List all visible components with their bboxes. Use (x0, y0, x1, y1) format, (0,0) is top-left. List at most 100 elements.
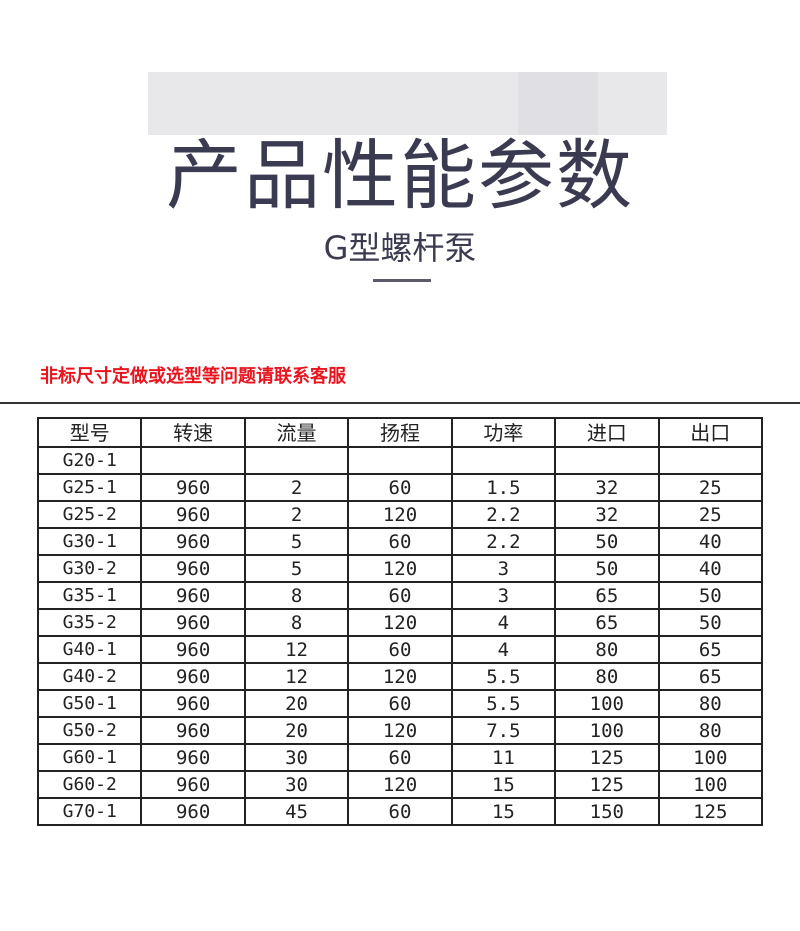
table-cell: 960 (140, 797, 246, 826)
model-cell: G35-2 (36, 608, 143, 637)
table-cell: 120 (347, 554, 453, 583)
table-cell: 20 (243, 689, 350, 718)
table-cell: 40 (657, 527, 764, 556)
table-cell: 120 (347, 716, 453, 745)
table-cell (243, 446, 350, 475)
model-cell: G40-1 (36, 635, 143, 664)
table-cell: 4 (450, 635, 557, 664)
spec-table: 型号 转速 流量 扬程 功率 进口 出口 G20-1 G25-1 960 2 60 1.5 32 25 G2… (36, 417, 764, 826)
table-cell: 960 (140, 608, 246, 637)
table-cell: 25 (657, 500, 764, 529)
table-cell: 32 (554, 500, 660, 529)
table-cell: 80 (554, 635, 660, 664)
table-cell: 125 (554, 770, 660, 799)
table-cell: 30 (243, 743, 350, 772)
model-cell: G35-1 (36, 581, 143, 610)
table-cell: 50 (554, 527, 660, 556)
table-row: G40-1 960 12 60 4 80 65 (36, 635, 764, 664)
table-cell: 120 (347, 770, 453, 799)
table-cell: 65 (657, 635, 764, 664)
table-row: G50-2 960 20 120 7.5 100 80 (36, 716, 764, 745)
table-cell: 960 (140, 581, 246, 610)
column-header: 流量 (243, 417, 350, 448)
page-title: 产品性能参数 (166, 131, 634, 220)
table-row: G35-2 960 8 120 4 65 50 (36, 608, 764, 637)
table-cell: 11 (450, 743, 557, 772)
table-cell: 15 (450, 770, 557, 799)
model-cell: G25-1 (36, 473, 143, 502)
table-row: G30-2 960 5 120 3 50 40 (36, 554, 764, 583)
table-cell: 960 (140, 689, 246, 718)
table-cell: 80 (554, 662, 660, 691)
table-cell: 120 (347, 500, 453, 529)
table-cell: 45 (243, 797, 350, 826)
table-cell: 2 (243, 473, 350, 502)
table-cell: 960 (140, 635, 246, 664)
table-cell: 60 (347, 581, 453, 610)
table-cell: 960 (140, 770, 246, 799)
model-cell: G40-2 (36, 662, 143, 691)
table-cell: 25 (657, 473, 764, 502)
table-cell: 125 (657, 797, 764, 826)
model-cell: G50-1 (36, 689, 143, 718)
column-header: 型号 (36, 417, 143, 448)
table-row: G40-2 960 12 120 5.5 80 65 (36, 662, 764, 691)
table-cell: 12 (243, 635, 350, 664)
table-cell: 4 (450, 608, 557, 637)
table-cell: 5.5 (450, 662, 557, 691)
table-cell: 50 (554, 554, 660, 583)
table-cell: 12 (243, 662, 350, 691)
table-cell: 960 (140, 554, 246, 583)
table-cell (347, 446, 453, 475)
table-cell: 20 (243, 716, 350, 745)
page-subtitle: G型螺杆泵 (323, 229, 477, 267)
column-header: 转速 (140, 417, 246, 448)
table-cell: 960 (140, 473, 246, 502)
table-cell: 3 (450, 581, 557, 610)
table-cell: 60 (347, 689, 453, 718)
table-cell: 120 (347, 608, 453, 637)
table-row: G30-1 960 5 60 2.2 50 40 (36, 527, 764, 556)
model-cell: G50-2 (36, 716, 143, 745)
table-cell: 80 (657, 689, 764, 718)
table-cell (140, 446, 246, 475)
table-cell: 150 (554, 797, 660, 826)
table-cell: 60 (347, 635, 453, 664)
table-cell: 960 (140, 743, 246, 772)
table-cell: 40 (657, 554, 764, 583)
table-cell: 5 (243, 554, 350, 583)
column-header: 进口 (554, 417, 660, 448)
table-cell: 1.5 (450, 473, 557, 502)
table-cell: 15 (450, 797, 557, 826)
table-row: G20-1 (36, 446, 764, 475)
table-cell: 100 (657, 770, 764, 799)
table-cell: 960 (140, 662, 246, 691)
table-cell: 50 (657, 581, 764, 610)
column-header: 功率 (450, 417, 557, 448)
table-row: G70-1 960 45 60 15 150 125 (36, 797, 764, 826)
column-header: 出口 (657, 417, 764, 448)
table-row: G60-1 960 30 60 11 125 100 (36, 743, 764, 772)
table-cell: 8 (243, 581, 350, 610)
table-row: G25-1 960 2 60 1.5 32 25 (36, 473, 764, 502)
table-cell: 120 (347, 662, 453, 691)
blurred-overlay-segment (518, 72, 598, 135)
table-cell: 60 (347, 527, 453, 556)
table-cell: 8 (243, 608, 350, 637)
table-row: G25-2 960 2 120 2.2 32 25 (36, 500, 764, 529)
table-cell: 60 (347, 797, 453, 826)
table-cell: 60 (347, 473, 453, 502)
table-cell (450, 446, 557, 475)
table-cell: 2.2 (450, 527, 557, 556)
table-cell: 960 (140, 500, 246, 529)
table-cell: 65 (554, 581, 660, 610)
table-header-row: 型号 转速 流量 扬程 功率 进口 出口 (36, 417, 764, 448)
table-cell: 65 (657, 662, 764, 691)
table-cell: 50 (657, 608, 764, 637)
title-divider (373, 279, 431, 282)
model-cell: G30-1 (36, 527, 143, 556)
table-cell: 2.2 (450, 500, 557, 529)
model-cell: G20-1 (36, 446, 143, 475)
column-header: 扬程 (347, 417, 453, 448)
